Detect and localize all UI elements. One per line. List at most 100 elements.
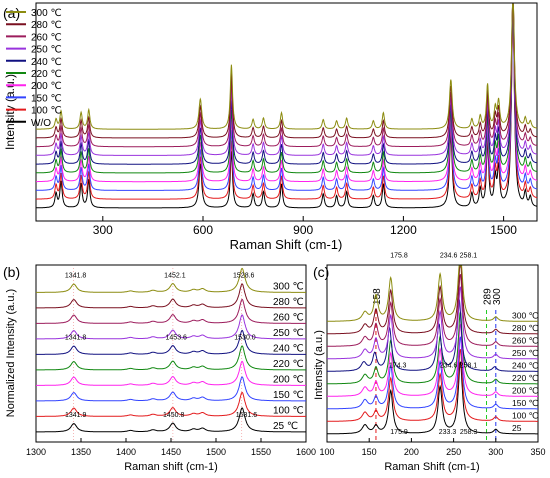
x-tick-label-c-0: 100 bbox=[319, 447, 334, 457]
annotation-b-2: 1528.6 bbox=[233, 273, 255, 280]
x-tick-label-b-0: 1300 bbox=[26, 447, 46, 457]
series-line-b-3 bbox=[36, 360, 306, 386]
panel-b-annotations: 1341.8 1452.1 1528.6 1341.8 1453.6 1530.0 1341… bbox=[65, 273, 257, 420]
series-line-a-1 bbox=[36, 5, 538, 200]
series-label-c-1: 100 ℃ bbox=[512, 411, 539, 421]
series-line-a-2 bbox=[36, 3, 538, 191]
x-tick-label-b-4: 1500 bbox=[206, 447, 226, 457]
annotation-c-5: 258.1 bbox=[460, 363, 478, 370]
series-line-a-5 bbox=[36, 2, 537, 165]
series-line-c-6 bbox=[327, 286, 538, 360]
series-label-b-3: 200 ℃ bbox=[273, 375, 304, 386]
guide-label-c-2: 300 bbox=[492, 288, 503, 305]
annotation-c-4: 234.6 bbox=[440, 363, 458, 370]
panel-c-x-axis: 100 150 200 250 300 350 bbox=[319, 438, 546, 457]
series-label-b-0: 25 ℃ bbox=[273, 421, 298, 432]
panel-c: (c) Intensity (a.u.) Raman Shift (cm-1) … bbox=[313, 253, 546, 474]
panel-c-xlabel: Raman Shift (cm-1) bbox=[384, 461, 479, 473]
series-line-b-6 bbox=[36, 314, 306, 340]
legend-label-a-9: W/O bbox=[31, 118, 51, 129]
annotation-c-6: 175.9 bbox=[390, 429, 408, 436]
x-tick-label-a-4: 1500 bbox=[490, 223, 517, 237]
legend-label-a-5: 220 ℃ bbox=[31, 69, 62, 80]
series-line-c-0 bbox=[327, 361, 538, 435]
legend-label-a-0: 300 ℃ bbox=[31, 8, 62, 19]
x-tick-label-c-4: 300 bbox=[488, 447, 503, 457]
series-line-b-1 bbox=[36, 391, 306, 417]
series-line-c-8 bbox=[326, 265, 538, 335]
panel-b-label: (b) bbox=[3, 264, 20, 280]
annotation-b-8: 1531.6 bbox=[236, 412, 258, 419]
series-label-c-6: 250 ℃ bbox=[512, 348, 539, 358]
series-line-b-4 bbox=[36, 345, 306, 371]
panel-a-x-axis: 300 600 900 1200 1500 bbox=[93, 216, 517, 237]
annotation-b-7: 1450.8 bbox=[163, 412, 185, 419]
series-line-b-9 bbox=[36, 267, 306, 293]
series-line-a-3 bbox=[36, 3, 537, 183]
series-line-c-5 bbox=[327, 299, 538, 372]
annotation-b-3: 1341.8 bbox=[65, 335, 87, 342]
panel-c-series-group bbox=[326, 265, 538, 435]
guide-label-c-0: 158 bbox=[372, 288, 383, 305]
x-tick-label-c-5: 350 bbox=[530, 447, 545, 457]
series-label-c-8: 280 ℃ bbox=[512, 323, 539, 333]
panel-b: (b) Normalized Intensity (a.u.) Raman sh… bbox=[3, 264, 316, 473]
x-tick-label-c-2: 200 bbox=[404, 447, 419, 457]
annotation-b-5: 1530.0 bbox=[234, 335, 256, 342]
annotation-c-0: 175.8 bbox=[390, 253, 408, 260]
series-line-c-3 bbox=[327, 324, 538, 397]
legend-label-a-1: 280 ℃ bbox=[31, 20, 62, 31]
annotation-c-8: 258.3 bbox=[460, 429, 478, 436]
series-line-b-8 bbox=[36, 283, 306, 309]
series-label-b-5: 240 ℃ bbox=[273, 344, 304, 355]
series-line-a-7 bbox=[36, 3, 538, 148]
legend-label-a-4: 240 ℃ bbox=[31, 57, 62, 68]
panel-b-series-labels: 25 ℃ 100 ℃ 150 ℃ 200 ℃ 220 ℃ 240 ℃ 250 ℃ 260 ℃ 2… bbox=[273, 282, 304, 433]
series-label-b-6: 250 ℃ bbox=[273, 328, 304, 339]
series-line-c-1 bbox=[327, 349, 538, 422]
series-line-a-4 bbox=[36, 3, 537, 174]
panel-b-x-axis: 1300 1350 1400 1450 1500 1550 1600 bbox=[26, 438, 316, 457]
series-label-b-4: 220 ℃ bbox=[273, 359, 304, 370]
series-label-c-4: 220 ℃ bbox=[512, 373, 539, 383]
series-line-c-2 bbox=[327, 336, 538, 410]
panel-b-series-group bbox=[36, 267, 306, 433]
x-tick-label-a-3: 1200 bbox=[390, 223, 417, 237]
series-line-a-6 bbox=[36, 3, 538, 156]
x-tick-label-b-3: 1450 bbox=[161, 447, 181, 457]
annotation-c-1: 234.6 bbox=[440, 253, 458, 260]
series-label-c-9: 300 ℃ bbox=[512, 311, 539, 321]
panel-b-ylabel: Normalized Intensity (a.u.) bbox=[5, 289, 17, 417]
legend-label-a-2: 260 ℃ bbox=[31, 32, 62, 43]
panel-a-xlabel: Raman Shift (cm-1) bbox=[230, 237, 343, 252]
guide-label-c-1: 289 bbox=[483, 288, 494, 305]
series-label-c-2: 150 ℃ bbox=[512, 398, 539, 408]
series-label-b-8: 280 ℃ bbox=[273, 297, 304, 308]
series-label-c-5: 240 ℃ bbox=[512, 361, 539, 371]
series-line-b-7 bbox=[36, 298, 306, 324]
panel-a: (a) Intensity (a.u.) Raman Shift (cm-1) … bbox=[3, 2, 538, 252]
panel-c-label: (c) bbox=[313, 264, 329, 280]
annotation-b-4: 1453.6 bbox=[166, 335, 188, 342]
x-tick-label-b-6: 1600 bbox=[296, 447, 316, 457]
legend-label-a-6: 200 ℃ bbox=[31, 81, 62, 92]
panel-b-guides bbox=[73, 268, 243, 442]
series-label-b-2: 150 ℃ bbox=[273, 390, 304, 401]
series-line-c-9 bbox=[327, 265, 538, 322]
legend-label-a-8: 100 ℃ bbox=[31, 106, 62, 117]
panel-b-xlabel: Raman shift (cm-1) bbox=[124, 461, 218, 473]
legend-label-a-3: 250 ℃ bbox=[31, 45, 62, 56]
annotation-b-1: 1452.1 bbox=[164, 273, 186, 280]
x-tick-label-b-5: 1550 bbox=[251, 447, 271, 457]
series-line-b-5 bbox=[36, 329, 306, 355]
series-label-c-0: 25 bbox=[512, 423, 522, 433]
series-line-c-4 bbox=[327, 311, 538, 385]
series-label-b-9: 300 ℃ bbox=[273, 282, 304, 293]
x-tick-label-c-1: 150 bbox=[362, 447, 377, 457]
panel-c-series-labels: 25 100 ℃ 150 ℃ 200 ℃ 220 ℃ 240 ℃ 250 ℃ 260 ℃ 280… bbox=[512, 311, 539, 434]
annotation-b-0: 1341.8 bbox=[65, 273, 87, 280]
series-line-b-2 bbox=[36, 376, 306, 402]
